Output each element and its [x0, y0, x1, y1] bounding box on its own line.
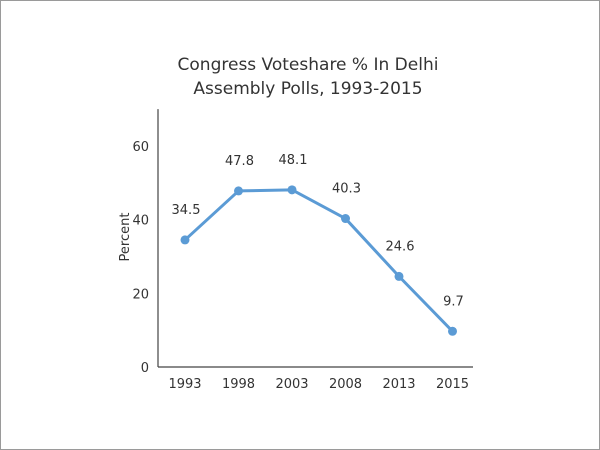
x-tick-label: 2013 [382, 377, 415, 392]
x-tick-label: 2008 [329, 377, 362, 392]
chart-title-line-1: Congress Voteshare % In Delhi [178, 55, 439, 75]
series-congress-voteshare [180, 185, 457, 336]
x-tick-label: 2003 [275, 377, 308, 392]
data-point [287, 185, 297, 195]
data-labels: 34.5 47.8 48.1 40.3 24.6 9.7 [172, 153, 464, 309]
x-tick-labels: 1993 1998 2003 2008 2013 2015 [168, 377, 469, 392]
y-tick-label: 40 [132, 214, 149, 229]
x-tick-label: 2015 [436, 377, 469, 392]
y-tick-label: 0 [141, 361, 149, 376]
data-point [394, 271, 404, 281]
y-tick-label: 20 [132, 287, 149, 302]
x-tick-label: 1993 [168, 377, 201, 392]
chart-title-line-2: Assembly Polls, 1993-2015 [193, 79, 422, 99]
series-line [183, 188, 454, 333]
axes [157, 109, 473, 368]
data-label: 48.1 [279, 153, 308, 168]
data-point [180, 235, 190, 245]
y-axis-title: Percent [118, 213, 133, 262]
data-label: 9.7 [443, 294, 464, 309]
data-label: 34.5 [172, 203, 201, 218]
y-tick-label: 60 [132, 140, 149, 155]
data-point [341, 214, 350, 224]
data-label: 40.3 [332, 182, 361, 197]
x-tick-label: 1998 [222, 377, 255, 392]
y-tick-labels: 0 20 40 60 [132, 140, 149, 376]
data-point [234, 186, 243, 196]
chart-title: Congress Voteshare % In Delhi Assembly P… [178, 55, 439, 99]
data-label: 24.6 [386, 239, 415, 254]
data-point [448, 326, 457, 336]
data-label: 47.8 [225, 154, 254, 169]
